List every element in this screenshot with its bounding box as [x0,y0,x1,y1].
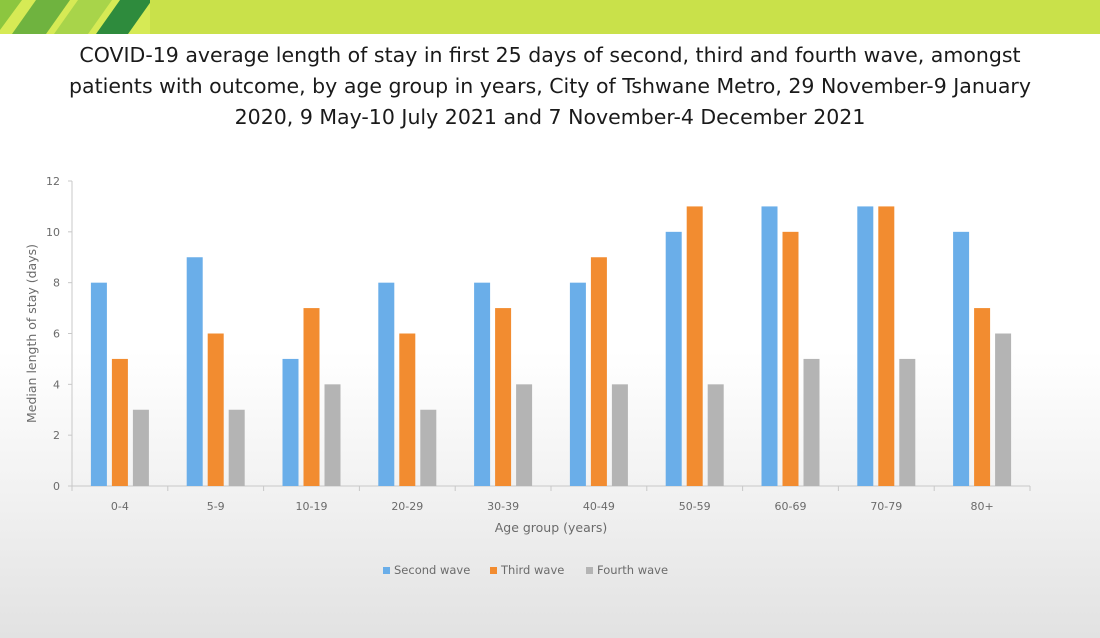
bar-third-wave-30-39 [495,308,512,486]
bar-fourth-wave-40-49 [611,384,628,486]
y-axis: 0 2 4 6 8 10 12 Median length of stay (days) [24,175,73,493]
bar-second-wave-0-4 [90,282,107,486]
legend: Second wave Third wave Fourth wave [383,563,668,577]
legend-swatch-third-wave [490,567,497,574]
header-stripe-3 [54,0,112,34]
bar-second-wave-5-9 [186,257,203,486]
x-tick-label: 30-39 [487,500,519,513]
legend-label-third-wave: Third wave [500,563,564,577]
bar-third-wave-10-19 [303,308,320,486]
bar-fourth-wave-80+ [995,333,1012,486]
bar-third-wave-60-69 [782,231,799,486]
x-tick-label: 0-4 [111,500,129,513]
chart-title-line-1: COVID-19 average length of stay in first… [79,43,1021,67]
x-tick-label: 40-49 [583,500,615,513]
legend-label-fourth-wave: Fourth wave [597,563,668,577]
bar-fourth-wave-60-69 [803,358,820,486]
bar-fourth-wave-30-39 [516,384,533,486]
y-tick-label: 2 [53,429,60,442]
bar-third-wave-5-9 [207,333,224,486]
x-tick-label: 20-29 [391,500,423,513]
header-bar [150,0,1100,34]
bar-fourth-wave-5-9 [228,409,245,486]
bar-fourth-wave-0-4 [132,409,149,486]
x-tick-label: 60-69 [775,500,807,513]
bar-second-wave-80+ [953,231,970,486]
bar-third-wave-80+ [974,308,991,486]
bar-fourth-wave-20-29 [420,409,437,486]
bar-second-wave-10-19 [282,358,299,486]
y-tick-label: 12 [46,175,60,188]
bar-third-wave-20-29 [399,333,416,486]
header-stripe-1 [0,0,22,30]
x-tick-label: 10-19 [296,500,328,513]
legend-swatch-fourth-wave [586,567,593,574]
x-axis: 0-4 5-9 10-19 20-29 30-39 40-49 50-59 60-69 70-7… [71,485,1031,535]
bar-third-wave-50-59 [686,206,703,486]
chart-title: COVID-19 average length of stay in first… [20,40,1080,133]
bar-second-wave-20-29 [378,282,395,486]
header-stripe-4 [96,0,152,34]
bar-second-wave-30-39 [474,282,491,486]
x-tick-label: 70-79 [870,500,902,513]
y-tick-label: 6 [53,328,60,341]
bar-third-wave-0-4 [111,358,128,486]
x-axis-title: Age group (years) [495,520,608,535]
x-tick-label: 80+ [970,500,993,513]
bars [90,206,1012,486]
header-band [0,0,1100,34]
legend-label-second-wave: Second wave [394,563,470,577]
bar-fourth-wave-70-79 [899,358,916,486]
chart-title-line-2: patients with outcome, by age group in y… [69,74,1031,98]
y-tick-label: 10 [46,226,60,239]
x-tick-label: 50-59 [679,500,711,513]
header-stripe-2 [12,0,70,34]
bar-fourth-wave-10-19 [324,384,341,486]
chart-title-line-3: 2020, 9 May-10 July 2021 and 7 November-… [234,105,866,129]
bar-fourth-wave-50-59 [707,384,724,486]
y-axis-title: Median length of stay (days) [24,244,39,423]
y-tick-label: 0 [53,480,60,493]
bar-second-wave-70-79 [857,206,874,486]
bar-second-wave-60-69 [761,206,778,486]
y-tick-label: 8 [53,277,60,290]
bar-second-wave-50-59 [665,231,682,486]
x-tick-label: 5-9 [207,500,225,513]
y-tick-label: 4 [53,378,60,391]
legend-swatch-second-wave [383,567,390,574]
bar-second-wave-40-49 [569,282,586,486]
bar-third-wave-40-49 [590,257,607,486]
bar-third-wave-70-79 [878,206,895,486]
